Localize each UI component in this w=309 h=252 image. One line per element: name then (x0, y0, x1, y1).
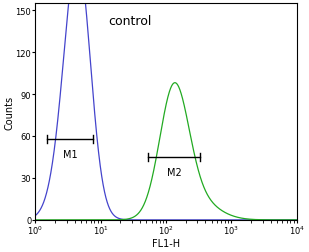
Text: M2: M2 (167, 167, 181, 177)
Y-axis label: Counts: Counts (4, 95, 14, 129)
X-axis label: FL1-H: FL1-H (152, 238, 180, 248)
Text: M1: M1 (63, 149, 77, 159)
Text: control: control (109, 15, 152, 28)
